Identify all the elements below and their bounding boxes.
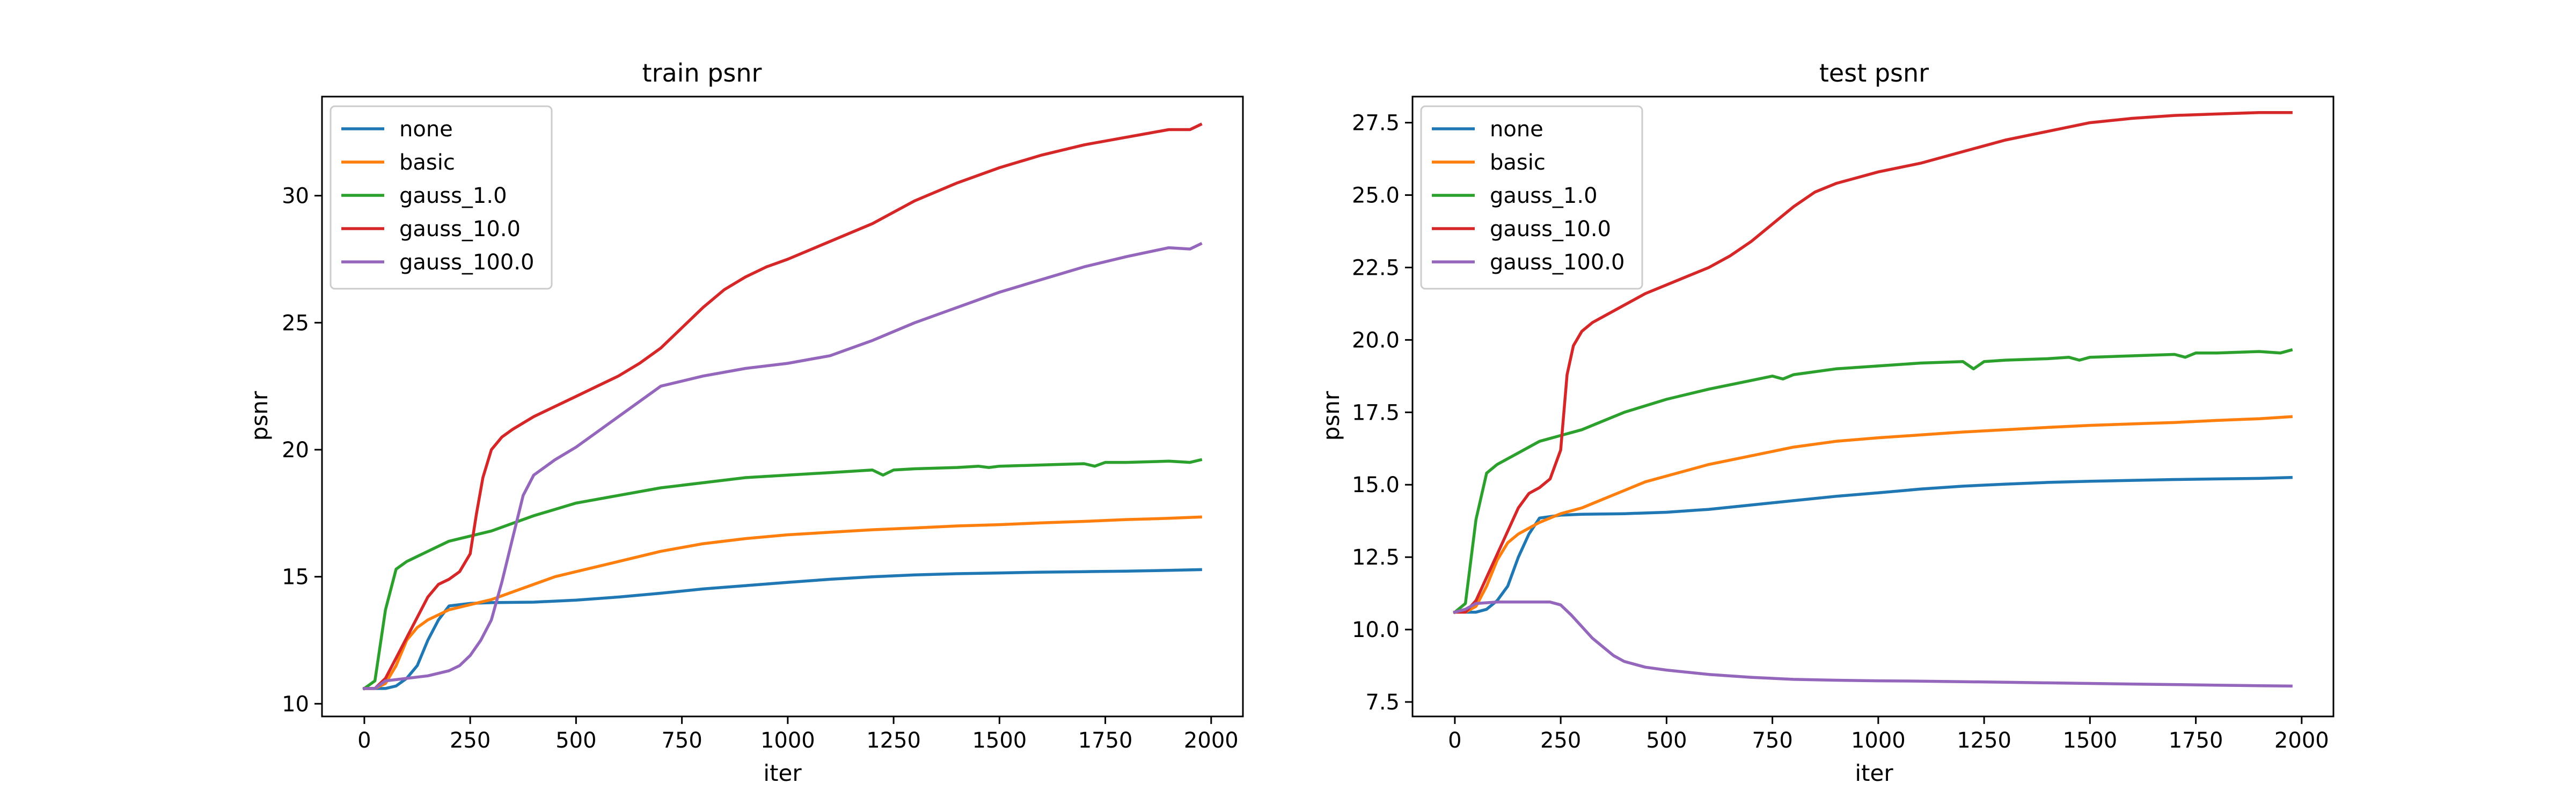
x-tick-label: 1250 — [866, 728, 921, 753]
y-tick-label: 25 — [282, 311, 309, 335]
x-tick-label: 1750 — [2169, 728, 2223, 753]
y-tick-label: 17.5 — [1352, 400, 1400, 425]
x-tick-label: 0 — [357, 728, 371, 753]
chart-title: train psnr — [642, 58, 762, 87]
x-tick-label: 750 — [661, 728, 702, 753]
x-axis-label: iter — [763, 760, 802, 786]
y-tick-label: 10 — [282, 692, 309, 716]
series-lines — [1453, 111, 2293, 688]
y-tick-label: 12.5 — [1352, 545, 1400, 570]
x-tick-label: 500 — [1646, 728, 1687, 753]
x-tick-label: 250 — [450, 728, 491, 753]
x-tick-label: 1000 — [760, 728, 815, 753]
test-psnr-chart: test psnr iter psnr 0 250 500 750 1000 1250 15… — [1318, 58, 2334, 786]
y-tick-label: 30 — [282, 184, 309, 209]
x-tick-label: 1500 — [2062, 728, 2117, 753]
x-tick-label: 250 — [1540, 728, 1581, 753]
series-line-gauss-10-0 — [1453, 111, 2293, 614]
series-line-gauss-1-0 — [362, 458, 1203, 691]
axis-ticks: 0 250 500 750 1000 1250 1500 1750 2000 10 15 20 25 30 — [282, 184, 1239, 753]
x-axis-label: iter — [1855, 760, 1893, 786]
x-tick-label: 1000 — [1851, 728, 1906, 753]
legend-label: gauss_1.0 — [399, 184, 507, 208]
plot-frame — [1411, 96, 2334, 718]
legend-label: gauss_100.0 — [1490, 250, 1624, 275]
y-axis-label: psnr — [246, 391, 273, 441]
y-tick-label: 15.0 — [1352, 473, 1400, 497]
legend-label: basic — [1490, 150, 1546, 175]
x-tick-label: 2000 — [2274, 728, 2329, 753]
axis-ticks: 0 250 500 750 1000 1250 1500 1750 2000 7.5 10.0 12.… — [1352, 111, 2329, 753]
y-tick-label: 27.5 — [1352, 111, 1400, 136]
train-psnr-chart: train psnr iter psnr 0 250 500 750 1000 1250 1… — [246, 58, 1244, 786]
legend-box — [1420, 105, 1643, 290]
legend-label: basic — [399, 150, 455, 175]
series-line-gauss-10-0 — [363, 122, 1203, 690]
legend: none basic gauss_1.0 gauss_10.0 gauss_100.0 — [1420, 105, 1643, 290]
x-tick-label: 1500 — [972, 728, 1027, 753]
series-line-none — [1453, 475, 2293, 614]
series-line-basic — [363, 515, 1202, 690]
x-tick-label: 1750 — [1078, 728, 1133, 753]
series-line-gauss-100-0 — [1453, 601, 2293, 688]
legend-box — [330, 105, 553, 290]
y-tick-label: 20 — [282, 438, 309, 463]
x-tick-label: 750 — [1752, 728, 1792, 753]
legend-label: gauss_100.0 — [399, 250, 534, 275]
y-tick-label: 10.0 — [1352, 618, 1400, 642]
series-line-gauss-100-0 — [363, 241, 1203, 690]
legend-label: none — [399, 117, 453, 142]
legend-label: gauss_10.0 — [1490, 217, 1611, 241]
y-tick-label: 22.5 — [1352, 255, 1400, 280]
x-tick-label: 0 — [1448, 728, 1461, 753]
y-tick-label: 20.0 — [1352, 328, 1400, 353]
chart-title: test psnr — [1819, 58, 1929, 87]
y-tick-label: 7.5 — [1365, 690, 1400, 715]
legend: none basic gauss_1.0 gauss_10.0 gauss_100.0 — [330, 105, 553, 290]
legend-label: gauss_1.0 — [1490, 184, 1598, 208]
series-line-basic — [1453, 415, 2293, 614]
y-axis-label: psnr — [1318, 391, 1344, 441]
y-tick-label: 25.0 — [1352, 184, 1400, 208]
series-line-none — [363, 568, 1202, 690]
y-tick-label: 15 — [282, 565, 309, 590]
legend-label: none — [1490, 117, 1543, 142]
x-tick-label: 2000 — [1184, 728, 1239, 753]
series-line-gauss-1-0 — [1453, 348, 2293, 614]
series-lines — [362, 122, 1203, 691]
plot-frame — [321, 96, 1244, 718]
x-tick-label: 500 — [555, 728, 596, 753]
legend-label: gauss_10.0 — [399, 217, 521, 241]
x-tick-label: 1250 — [1957, 728, 2011, 753]
